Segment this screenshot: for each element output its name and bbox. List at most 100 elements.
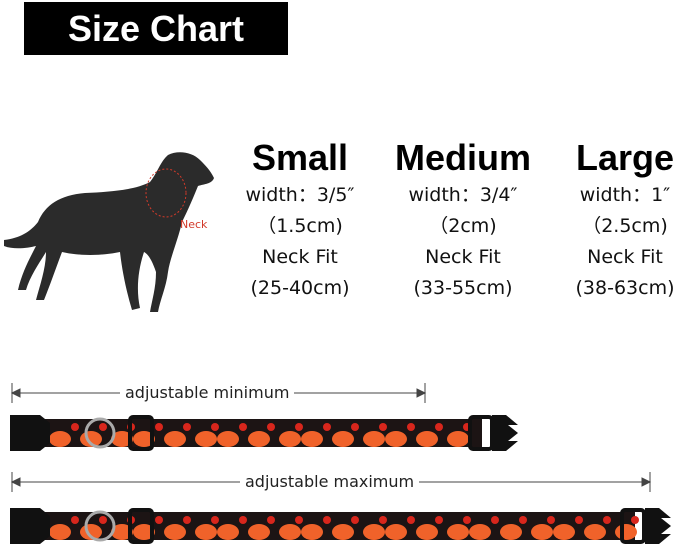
pumpkin-print: [447, 524, 469, 540]
neck-fit-range: (25-40cm): [250, 277, 350, 299]
pumpkin-print: [301, 431, 323, 447]
leaf-print: [631, 516, 639, 524]
keeper-loop: [620, 508, 646, 544]
buckle-female: [10, 508, 50, 544]
leaf-print: [379, 516, 387, 524]
pumpkin-print: [363, 431, 385, 447]
pumpkin-print: [447, 431, 469, 447]
pumpkin-print: [217, 524, 239, 540]
leaf-print: [407, 423, 415, 431]
leaf-print: [435, 423, 443, 431]
slider: [128, 415, 154, 451]
pumpkin-print: [385, 431, 407, 447]
pumpkin-print: [111, 431, 133, 447]
pumpkin-print: [615, 524, 637, 540]
leaf-print: [155, 516, 163, 524]
leaf-print: [71, 423, 79, 431]
pumpkin-print: [164, 431, 186, 447]
size-width-cm: （2.5cm): [582, 215, 668, 237]
leaf-print: [519, 516, 527, 524]
pumpkin-print: [385, 524, 407, 540]
neck-fit-range: (38-63cm): [575, 277, 675, 299]
pumpkin-print: [133, 431, 155, 447]
buckle-male: [645, 508, 671, 544]
leaf-print: [491, 516, 499, 524]
leaf-print: [71, 516, 79, 524]
leaf-print: [99, 516, 107, 524]
size-width: width：1″: [579, 184, 671, 206]
pumpkin-print: [416, 431, 438, 447]
pumpkin-print: [248, 524, 270, 540]
size-width-cm: （1.5cm): [257, 215, 343, 237]
pumpkin-print: [553, 524, 575, 540]
size-width: width：3/5″: [245, 184, 355, 206]
leaf-print: [211, 423, 219, 431]
size-small: Small width：3/5″ （1.5cm) Neck Fit (25-40…: [215, 136, 385, 304]
pumpkin-print: [584, 524, 606, 540]
size-name: Small: [251, 137, 349, 178]
leaf-print: [239, 423, 247, 431]
pumpkin-print: [217, 431, 239, 447]
adjustable-minimum-label: adjustable minimum: [120, 383, 295, 402]
pumpkin-print: [500, 524, 522, 540]
leaf-print: [323, 516, 331, 524]
buckle-male: [492, 415, 518, 451]
leaf-print: [603, 516, 611, 524]
pumpkin-print: [416, 524, 438, 540]
leaf-print: [183, 516, 191, 524]
pumpkin-print: [248, 431, 270, 447]
leaf-print: [155, 423, 163, 431]
leaf-print: [211, 516, 219, 524]
neck-fit-label: Neck Fit: [425, 246, 501, 268]
pumpkin-print: [469, 524, 491, 540]
size-width-cm: （2cm): [429, 215, 497, 237]
size-medium: Medium width：3/4″ （2cm) Neck Fit (33-55c…: [378, 136, 548, 304]
pumpkin-print: [49, 524, 71, 540]
collar-maximum: [10, 508, 671, 544]
leaf-print: [379, 423, 387, 431]
leaf-print: [295, 423, 303, 431]
leaf-print: [295, 516, 303, 524]
pumpkin-print: [332, 524, 354, 540]
leaf-print: [323, 423, 331, 431]
adjustable-maximum-label: adjustable maximum: [240, 472, 420, 491]
neck-label: Neck: [180, 218, 208, 231]
size-width: width：3/4″: [408, 184, 518, 206]
size-chart-title: Size Chart: [24, 2, 288, 55]
pumpkin-print: [111, 524, 133, 540]
neck-marker: [145, 168, 187, 218]
leaf-print: [267, 516, 275, 524]
size-name: Medium: [394, 137, 531, 178]
pumpkin-print: [363, 524, 385, 540]
d-ring: [84, 417, 116, 449]
neck-fit-range: (33-55cm): [413, 277, 513, 299]
pumpkin-print: [133, 524, 155, 540]
leaf-print: [351, 423, 359, 431]
leaf-print: [435, 516, 443, 524]
pumpkin-print: [195, 524, 217, 540]
size-name: Large: [575, 137, 675, 178]
size-large: Large width：1″ （2.5cm) Neck Fit (38-63cm…: [540, 136, 679, 304]
leaf-print: [463, 516, 471, 524]
pumpkin-print: [301, 524, 323, 540]
leaf-print: [351, 516, 359, 524]
slider: [128, 508, 154, 544]
pumpkin-print: [332, 431, 354, 447]
neck-fit-label: Neck Fit: [587, 246, 663, 268]
buckle-female: [10, 415, 50, 451]
pumpkin-print: [531, 524, 553, 540]
leaf-print: [267, 423, 275, 431]
leaf-print: [239, 516, 247, 524]
leaf-print: [99, 423, 107, 431]
pumpkin-print: [279, 431, 301, 447]
collar-minimum: [10, 415, 518, 451]
pumpkin-print: [164, 524, 186, 540]
pumpkin-print: [279, 524, 301, 540]
pumpkin-print: [49, 431, 71, 447]
dog-silhouette: [4, 152, 214, 312]
leaf-print: [547, 516, 555, 524]
leaf-print: [183, 423, 191, 431]
leaf-print: [407, 516, 415, 524]
d-ring: [84, 510, 116, 542]
